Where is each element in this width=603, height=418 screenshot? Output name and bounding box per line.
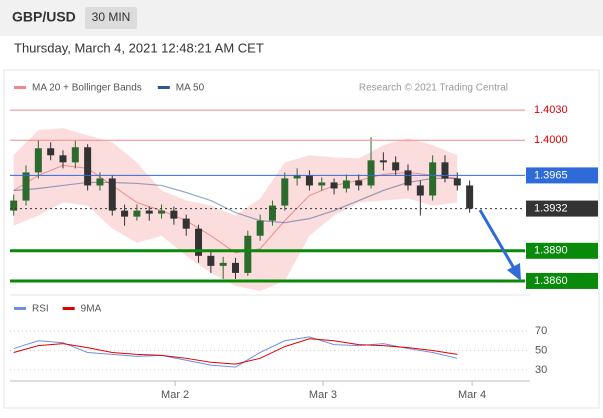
candle-body <box>133 210 141 217</box>
price-level-label: 1.3932 <box>534 202 568 214</box>
forecast-arrowhead <box>507 263 521 281</box>
candle-body <box>84 147 92 186</box>
credit: Research © 2021 Trading Central <box>359 83 508 94</box>
price-level-box <box>526 167 598 184</box>
y-tick-label: 50 <box>535 344 547 356</box>
candle-body <box>416 185 424 196</box>
price-level-label: 1.3890 <box>534 245 568 257</box>
x-tick-label: Mar 4 <box>458 389 486 401</box>
candle-body <box>231 262 239 273</box>
candle-body <box>219 262 227 266</box>
candle-body <box>10 200 18 211</box>
candle-body <box>244 235 252 273</box>
candle-body <box>121 210 129 217</box>
candle-body <box>453 178 461 186</box>
candle-body <box>34 148 42 173</box>
symbol: GBP/USD <box>12 9 76 25</box>
candle-body <box>293 175 301 179</box>
candle-body <box>182 218 190 229</box>
legend-label: 9MA <box>81 304 102 315</box>
legend-swatch <box>14 307 26 310</box>
legend-swatch <box>157 86 170 89</box>
x-tick-label: Mar 2 <box>161 389 189 401</box>
candle-body <box>207 255 215 266</box>
legend-swatch <box>14 86 26 89</box>
candle-body <box>466 185 474 209</box>
candle-body <box>47 148 55 156</box>
interval-button[interactable] <box>85 7 137 29</box>
price-level-label: 1.3860 <box>534 275 568 287</box>
interval[interactable]: 30 MIN <box>92 10 131 24</box>
candle-body <box>96 178 104 186</box>
candle-body <box>268 205 276 221</box>
candle-body <box>59 155 67 163</box>
y-tick-label: 30 <box>535 364 547 376</box>
x-tick-label: Mar 3 <box>309 389 337 401</box>
legend-label: MA 50 <box>176 83 205 94</box>
candle-body <box>379 160 387 163</box>
timestamp: Thursday, March 4, 2021 12:48:21 AM CET <box>14 40 264 55</box>
candle-body <box>305 175 313 186</box>
price-level-label: 1.3965 <box>534 169 568 181</box>
candle-body <box>195 228 203 256</box>
legend-swatch <box>62 307 75 310</box>
candle-body <box>145 210 153 214</box>
candle-body <box>429 162 437 196</box>
legend-label: RSI <box>32 304 49 315</box>
candle-body <box>342 180 350 189</box>
price-level-box <box>526 242 598 259</box>
candle-body <box>367 160 375 186</box>
price-level-label: 1.4000 <box>534 134 568 146</box>
legend-label: MA 20 + Bollinger Bands <box>32 83 142 94</box>
price-level-box <box>526 272 598 289</box>
price-level-box <box>526 200 598 217</box>
candle-body <box>22 172 30 201</box>
candle-body <box>158 210 166 214</box>
rsi-line <box>13 338 458 365</box>
candle-body <box>441 162 449 179</box>
candle-body <box>71 147 79 163</box>
candle-body <box>330 182 338 189</box>
y-tick-label: 70 <box>535 325 547 337</box>
candle-body <box>392 162 400 171</box>
price-level-label: 1.4030 <box>534 104 568 116</box>
candle-body <box>108 178 116 211</box>
candle-body <box>170 210 178 219</box>
candle-body <box>355 180 363 186</box>
rsi-line <box>13 336 458 368</box>
candle-body <box>256 220 264 236</box>
forecast-arrow <box>478 209 517 271</box>
chart-frame <box>3 69 600 409</box>
candle-body <box>318 182 326 186</box>
bollinger-band <box>13 128 458 292</box>
candle-body <box>404 170 412 186</box>
candle-body <box>281 178 289 206</box>
